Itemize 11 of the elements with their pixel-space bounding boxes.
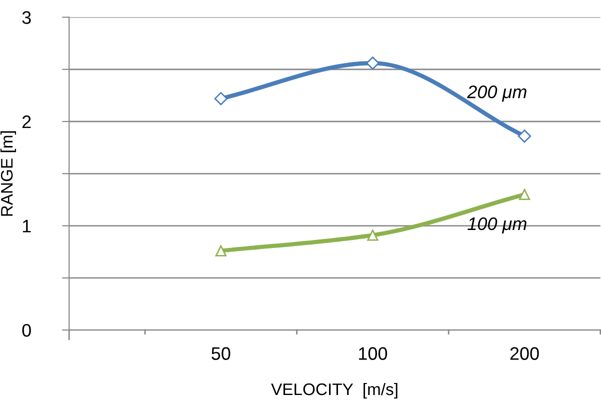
- x-tick-label: 200: [510, 347, 539, 360]
- x-axis-title: VELOCITY [m/s]: [271, 382, 398, 398]
- y-tick-label: 1: [22, 220, 31, 232]
- y-axis-title: RANGE [m]: [0, 131, 16, 216]
- y-tick-label: 3: [22, 11, 31, 24]
- y-tick-label: 2: [22, 115, 31, 128]
- x-tick-label: 50: [212, 347, 230, 360]
- x-tick-label: 100: [359, 347, 388, 360]
- series-label: 100 μm: [468, 217, 526, 234]
- series-label: 200 μm: [467, 86, 526, 102]
- y-tick-label: 0: [22, 324, 31, 337]
